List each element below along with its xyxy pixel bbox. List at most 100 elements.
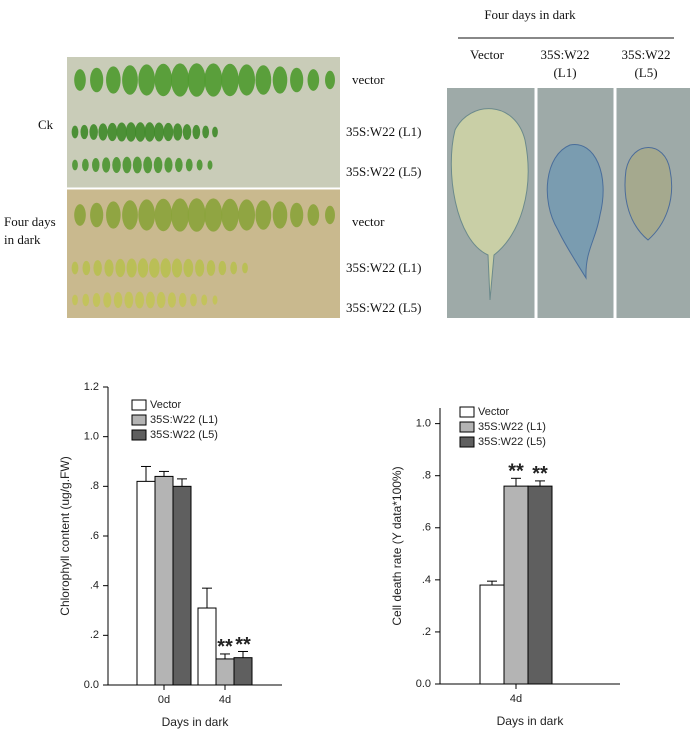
leaf [82, 260, 91, 276]
significance: ** [508, 461, 524, 483]
leaf [116, 122, 127, 142]
leaf [230, 261, 238, 275]
leaf [192, 124, 201, 140]
leaf [255, 65, 272, 95]
legend-label: 35S:W22 (L1) [150, 414, 218, 426]
leaf [107, 122, 118, 142]
row-label: 35S:W22 (L5) [346, 164, 422, 179]
legend-swatch [131, 429, 147, 441]
leaf [221, 63, 239, 97]
column-label: Vector [470, 47, 504, 62]
leaf [182, 124, 192, 140]
leaf [143, 156, 153, 174]
bar [479, 584, 505, 685]
leaf [138, 64, 156, 96]
leaf [92, 293, 101, 307]
leaf [290, 202, 304, 228]
leaf [93, 260, 102, 276]
leaf [115, 258, 126, 278]
leaf [195, 259, 205, 277]
leaf [207, 160, 213, 170]
y-tick-label: 1.0 [84, 431, 99, 443]
leaf [106, 201, 121, 229]
leaf [156, 291, 166, 309]
leaf [74, 69, 86, 91]
leaf [325, 205, 335, 225]
leaf-l5 [624, 147, 673, 241]
leaf [125, 122, 137, 142]
leaf [204, 63, 223, 97]
legend-swatch [459, 421, 475, 433]
leaf [167, 292, 177, 308]
leaf [138, 199, 156, 231]
leaf [183, 258, 194, 278]
leaf [90, 202, 104, 228]
bar [197, 607, 217, 686]
leaf [171, 63, 189, 97]
leaf [272, 201, 288, 229]
y-axis-label: Chlorophyll content (ug/g.FW) [58, 456, 72, 615]
leaf [190, 293, 197, 307]
leaf [72, 294, 78, 306]
leaf [153, 156, 163, 174]
leaf [102, 157, 111, 173]
x-tick-label: 4d [510, 693, 522, 705]
leaf [238, 199, 256, 231]
row-label: 35S:W22 (L1) [346, 260, 422, 275]
bar [136, 480, 156, 686]
leaf [149, 258, 160, 278]
leaf [187, 198, 206, 232]
legend-label: 35S:W22 (L5) [478, 436, 546, 448]
bar [503, 485, 529, 685]
leaf [153, 122, 165, 142]
bar [154, 475, 174, 686]
leaf [212, 295, 218, 305]
row-label: 35S:W22 (L5) [346, 300, 422, 315]
leaf [196, 159, 203, 171]
leaf [238, 64, 256, 96]
leaf [154, 198, 173, 232]
leaf [242, 262, 248, 274]
leaf [307, 69, 320, 91]
column-label: 35S:W22 (L1) [540, 47, 590, 80]
legend-swatch [131, 399, 147, 411]
bar [172, 485, 192, 686]
leaf [122, 200, 138, 230]
leaf [255, 200, 272, 230]
row-label: 35S:W22 (L1) [346, 124, 422, 139]
x-tick-label: 4d [219, 694, 231, 706]
y-tick-label: .4 [90, 580, 99, 592]
leaf [124, 291, 134, 309]
y-tick-label: 1.0 [416, 418, 431, 430]
leaf-vector [450, 108, 529, 301]
leaf [171, 258, 183, 278]
leaf [290, 67, 304, 93]
x-axis-label: Days in dark [162, 715, 230, 729]
legend-label: Vector [478, 406, 510, 418]
leaf-l1 [546, 144, 604, 280]
column-label: 35S:W22 (L5) [621, 47, 671, 80]
leaf [71, 125, 79, 139]
leaf [122, 156, 132, 174]
y-tick-label: .8 [422, 470, 431, 482]
significance: ** [235, 634, 251, 656]
group-label: Four days in dark [4, 214, 56, 247]
x-axis-label: Days in dark [497, 714, 565, 728]
leaf [204, 198, 223, 232]
leaf [126, 258, 137, 278]
legend-label: 35S:W22 (L1) [478, 421, 546, 433]
legend-label: 35S:W22 (L5) [150, 429, 218, 441]
legend-swatch [459, 406, 475, 418]
leaf [173, 123, 183, 141]
row-label: vector [352, 72, 385, 87]
leaf [154, 63, 173, 97]
leaves [71, 63, 335, 309]
leaf [145, 291, 155, 309]
leaf [307, 204, 320, 226]
leaf [80, 124, 89, 140]
legend-label: Vector [150, 399, 182, 411]
leaf [122, 65, 138, 95]
